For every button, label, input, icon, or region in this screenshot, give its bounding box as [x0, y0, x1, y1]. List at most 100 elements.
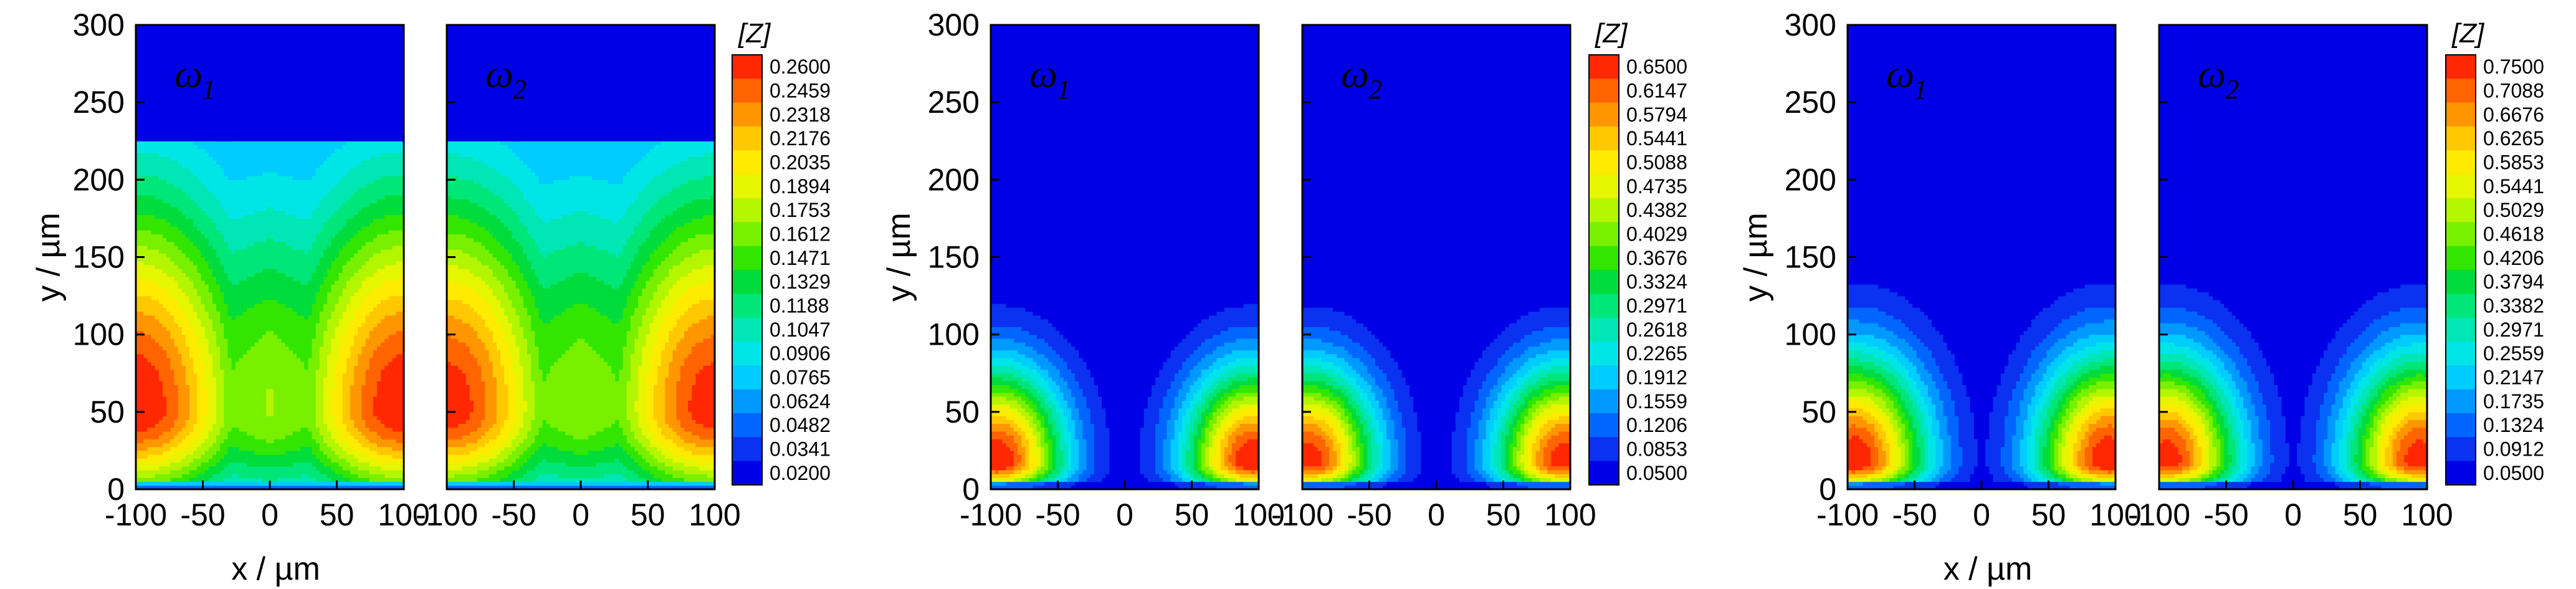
contour-cell [396, 411, 401, 416]
contour-cell [143, 299, 148, 304]
contour-cell [392, 443, 397, 448]
contour-cell [143, 311, 148, 316]
contour-cell [220, 249, 224, 254]
contour-cell [212, 323, 217, 327]
contour-cell [373, 353, 378, 358]
contour-cell [350, 388, 355, 393]
contour-cell [277, 400, 282, 405]
contour-cell [163, 299, 167, 304]
contour-cell [304, 485, 309, 490]
contour-cell [361, 272, 366, 277]
contour-cell [243, 381, 247, 385]
contour-cell [392, 241, 397, 246]
contour-cell [143, 474, 148, 478]
contour-cell [373, 381, 378, 385]
contour-cell [143, 411, 148, 416]
contour-cell [166, 234, 171, 239]
contour-cell [151, 327, 156, 332]
contour-cell [297, 388, 301, 393]
contour-cell [216, 450, 221, 455]
contour-cell [181, 454, 186, 459]
contour-cell [254, 462, 259, 467]
contour-cell [327, 245, 332, 250]
contour-cell [136, 295, 140, 300]
contour-cell [350, 226, 355, 231]
contour-cell [185, 435, 190, 439]
contour-cell [243, 330, 247, 335]
contour-cell [147, 315, 152, 320]
contour-cell [239, 439, 244, 444]
contour-cell [166, 485, 171, 490]
contour-cell [204, 431, 209, 436]
contour-cell [338, 230, 343, 234]
contour-cell [143, 446, 148, 451]
contour-cell [247, 373, 251, 378]
contour-cell [155, 346, 160, 351]
contour-cell [178, 249, 183, 254]
contour-cell [350, 334, 355, 339]
contour-cell [399, 369, 404, 374]
contour-cell [300, 253, 305, 258]
contour-cell [327, 392, 332, 397]
contour-cell [136, 284, 140, 289]
contour-cell [178, 439, 183, 444]
contour-cell [243, 253, 247, 258]
contour-cell [312, 365, 317, 370]
contour-cell [143, 350, 148, 355]
contour-cell [170, 276, 175, 281]
contour-cell [315, 381, 320, 385]
contour-cell [193, 427, 198, 432]
contour-cell [381, 342, 385, 347]
contour-cell [166, 373, 171, 378]
contour-cell [136, 419, 140, 424]
contour-cell [335, 323, 340, 327]
contour-cell [361, 474, 366, 478]
contour-cell [388, 261, 393, 266]
contour-cell [250, 469, 255, 474]
contour-cell [224, 454, 229, 459]
contour-cell [197, 454, 202, 459]
contour-cell [308, 443, 313, 448]
contour-cell [373, 350, 378, 355]
contour-cell [373, 226, 378, 231]
contour-cell [377, 423, 381, 428]
contour-cell [281, 353, 286, 358]
contour-cell [262, 342, 267, 347]
contour-cell [300, 454, 305, 459]
contour-cell [231, 416, 236, 420]
contour-cell [231, 353, 236, 358]
contour-cell [181, 257, 186, 262]
contour-cell [158, 439, 163, 444]
contour-cell [231, 241, 236, 246]
contour-cell [396, 234, 401, 239]
contour-cell [285, 427, 290, 432]
contour-cell [331, 408, 336, 413]
contour-cell [163, 419, 167, 424]
contour-cell [227, 408, 232, 413]
contour-cell [147, 431, 152, 436]
contour-cell [181, 269, 186, 273]
contour-cell [377, 327, 381, 332]
contour-cell [181, 299, 186, 304]
contour-cell [365, 423, 370, 428]
contour-cell [201, 241, 206, 246]
contour-cell [201, 458, 206, 463]
contour-cell [155, 280, 160, 285]
contour-cell [331, 411, 336, 416]
contour-cell [373, 458, 378, 463]
contour-cell [185, 241, 190, 246]
contour-cell [178, 469, 183, 474]
contour-cell [377, 338, 381, 343]
contour-cell [155, 315, 160, 320]
contour-cell [220, 318, 224, 323]
contour-cell [247, 353, 251, 358]
contour-cell [354, 350, 358, 355]
contour-cell [212, 481, 217, 486]
contour-cell [163, 241, 167, 246]
contour-cell [281, 257, 286, 262]
contour-cell [224, 327, 229, 332]
contour-cell [289, 419, 293, 424]
contour-cell [308, 311, 313, 316]
contour-cell [197, 241, 202, 246]
contour-cell [193, 400, 198, 405]
